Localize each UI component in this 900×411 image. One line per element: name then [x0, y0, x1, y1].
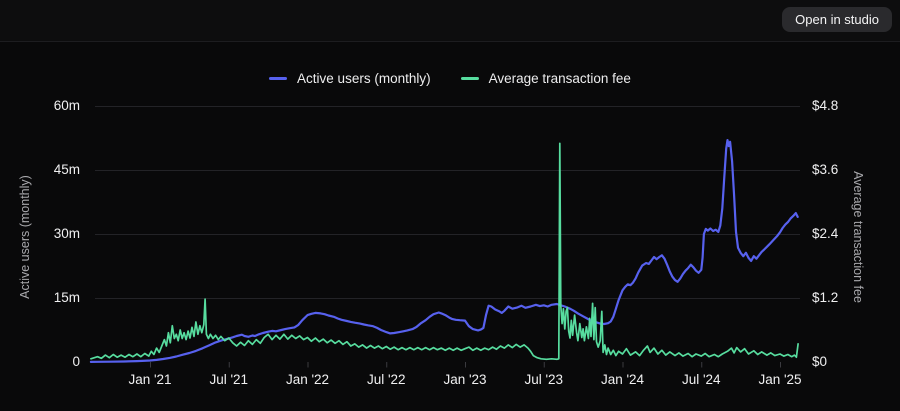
- y-right-tick-label: $3.6: [812, 162, 839, 177]
- y-left-tick-label: 30m: [53, 226, 80, 241]
- x-tick-label: Jul '22: [366, 372, 406, 387]
- y-left-tick-label: 0: [72, 354, 80, 369]
- y-right-tick-label: $0: [812, 354, 828, 369]
- legend-label: Active users (monthly): [297, 71, 431, 86]
- x-tick-label: Jan '21: [128, 372, 172, 387]
- x-tick-label: Jan '23: [443, 372, 487, 387]
- series-line-active-users: [89, 139, 799, 363]
- legend-item-active-users[interactable]: Active users (monthly): [269, 71, 431, 86]
- y-right-tick-label: $1.2: [812, 290, 839, 305]
- legend-label: Average transaction fee: [488, 71, 631, 86]
- y-right-tick-label: $4.8: [812, 98, 839, 113]
- y-left-tick-label: 15m: [53, 290, 80, 305]
- top-bar: Open in studio: [0, 0, 900, 42]
- series-line-transaction-fee: [90, 142, 799, 361]
- y-axis-title-right: Average transaction fee: [851, 171, 865, 303]
- legend-dash-icon: [460, 76, 479, 81]
- x-tick-label: Jul '23: [524, 372, 564, 387]
- y-left-tick-label: 60m: [53, 98, 80, 113]
- x-tick-label: Jan '25: [758, 372, 802, 387]
- open-in-studio-button[interactable]: Open in studio: [782, 7, 892, 32]
- legend-item-transaction-fee[interactable]: Average transaction fee: [460, 71, 631, 86]
- x-tick-label: Jan '22: [285, 372, 330, 387]
- x-tick-label: Jul '21: [209, 372, 249, 387]
- y-right-tick-label: $2.4: [812, 226, 839, 241]
- x-tick-label: Jan '24: [600, 372, 645, 387]
- chart-legend: Active users (monthly) Average transactio…: [0, 71, 900, 86]
- y-left-tick-label: 45m: [53, 162, 80, 177]
- x-tick-label: Jul '24: [681, 372, 721, 387]
- legend-dash-icon: [269, 76, 288, 81]
